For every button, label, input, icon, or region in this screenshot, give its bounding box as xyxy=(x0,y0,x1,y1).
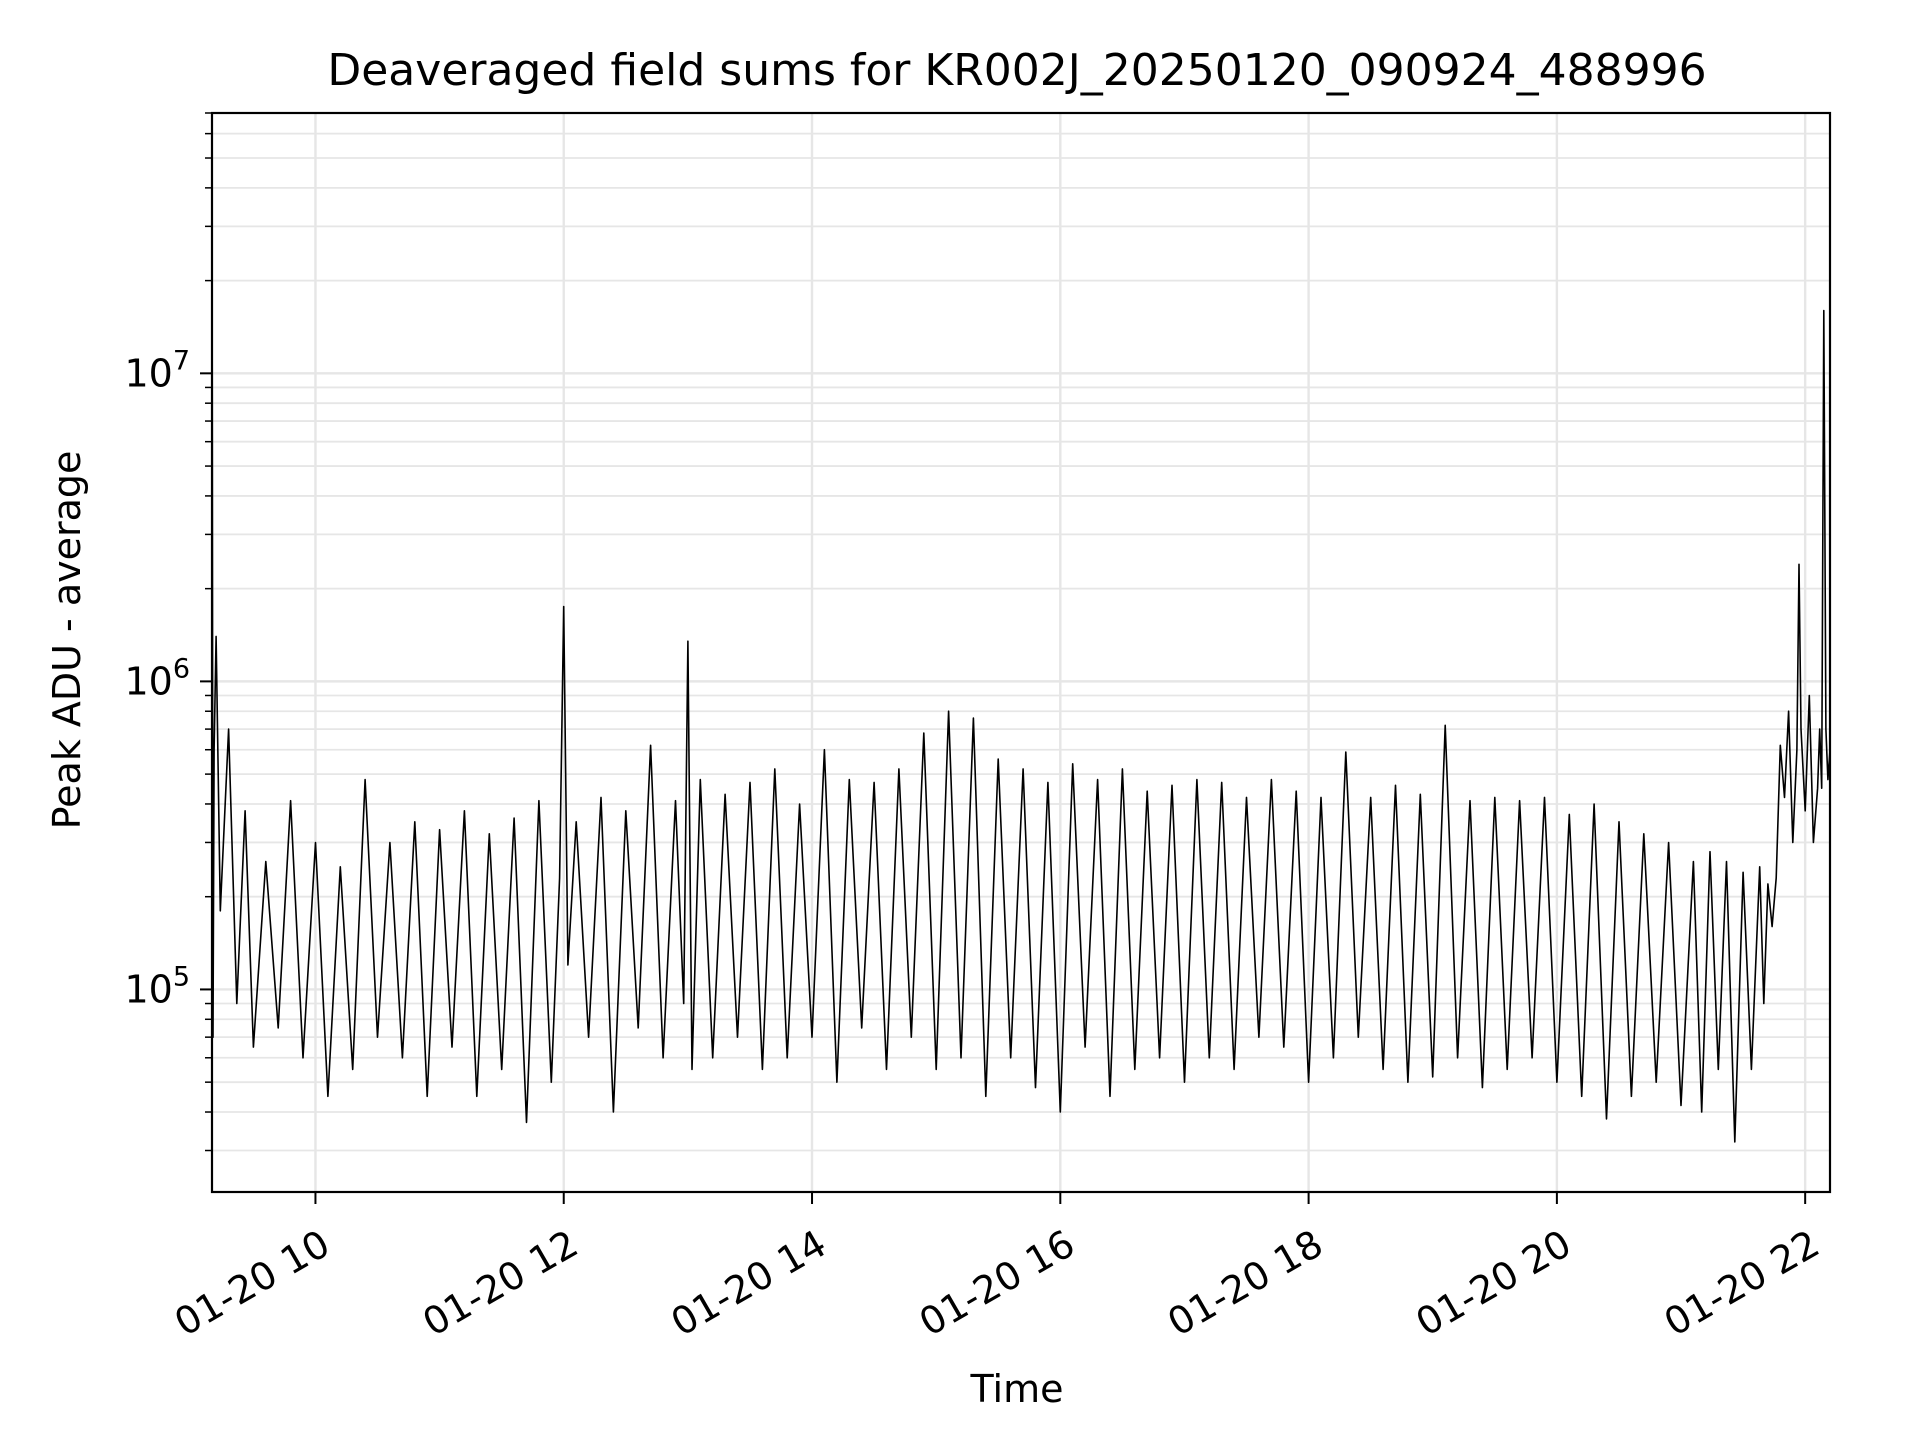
y-axis-label: Peak ADU - average xyxy=(45,451,89,830)
chart-title: Deaveraged field sums for KR002J_2025012… xyxy=(327,45,1706,96)
y-tick-label: 106 xyxy=(124,653,190,703)
y-tick-label: 105 xyxy=(124,961,190,1011)
grid-lines xyxy=(212,112,1830,1192)
plot-frame xyxy=(210,111,1832,1194)
x-axis-label: Time xyxy=(970,1367,1064,1411)
series-line xyxy=(211,187,1831,1143)
y-tick-label: 107 xyxy=(124,345,190,395)
